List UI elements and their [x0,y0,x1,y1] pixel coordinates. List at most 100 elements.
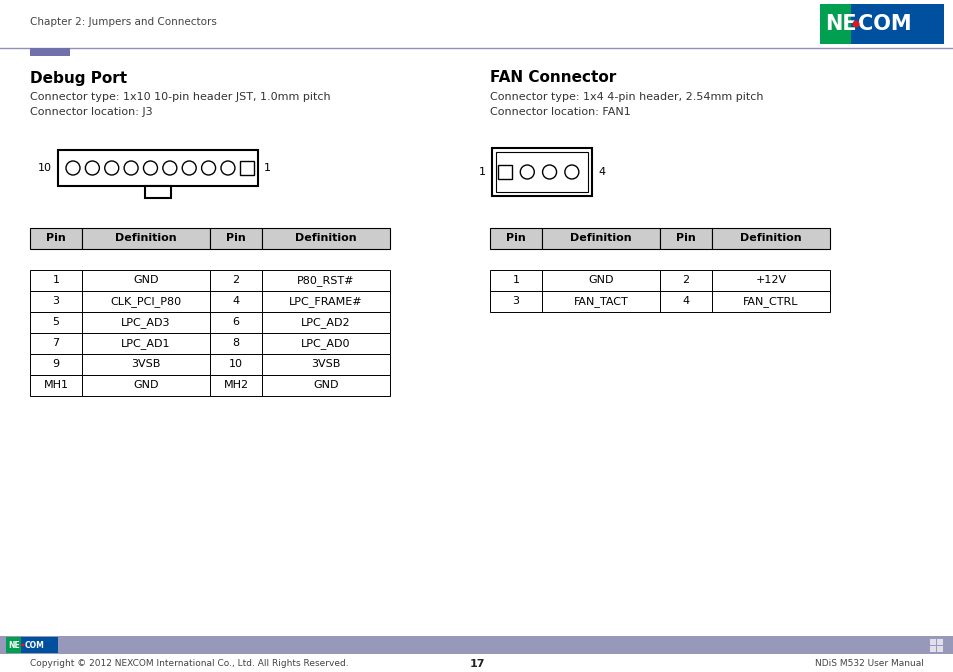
Circle shape [542,165,556,179]
Text: GND: GND [313,380,338,390]
Bar [82,333,210,354]
Circle shape [163,161,176,175]
Text: 4: 4 [681,296,689,306]
Bar [30,312,82,333]
Circle shape [143,161,157,175]
Text: 1: 1 [52,276,59,286]
Bar [82,228,210,249]
Text: 3VSB: 3VSB [311,360,340,370]
Text: MH1: MH1 [44,380,69,390]
Bar [58,150,257,186]
Circle shape [124,161,138,175]
Circle shape [182,161,196,175]
Bar [262,291,390,312]
Bar [6,637,26,653]
Text: Pin: Pin [506,233,525,243]
Text: 3: 3 [52,296,59,306]
Bar [210,333,262,354]
Bar [262,354,390,375]
Text: COM: COM [25,640,45,650]
Text: GND: GND [133,380,158,390]
Text: LPC_AD3: LPC_AD3 [121,317,171,328]
Text: Connector location: J3: Connector location: J3 [30,107,152,117]
Text: LPC_FRAME#: LPC_FRAME# [289,296,362,307]
Text: Pin: Pin [226,233,246,243]
Bar [496,152,587,192]
Bar [541,228,659,249]
Text: 8: 8 [233,339,239,349]
Text: LPC_AD0: LPC_AD0 [301,338,351,349]
Bar [262,333,390,354]
Bar [659,291,711,312]
Text: P80_RST#: P80_RST# [297,275,355,286]
Bar [541,291,659,312]
Bar [711,228,829,249]
Text: 5: 5 [52,317,59,327]
Text: COM: COM [857,14,911,34]
Bar [490,291,541,312]
Bar [30,48,70,56]
Bar [262,312,390,333]
Text: 2: 2 [681,276,689,286]
Text: Definition: Definition [115,233,176,243]
Bar [659,228,711,249]
Bar [210,375,262,396]
Text: 7: 7 [52,339,59,349]
Text: +12V: +12V [755,276,785,286]
Bar [82,270,210,291]
Text: 2: 2 [233,276,239,286]
Text: 1: 1 [478,167,485,177]
Text: MH2: MH2 [223,380,249,390]
Bar [0,636,953,654]
Bar [850,4,943,44]
Bar [82,375,210,396]
Bar [262,375,390,396]
Text: FAN Connector: FAN Connector [490,71,616,85]
Bar [82,354,210,375]
Bar [936,646,942,652]
Bar [936,639,942,645]
Text: Definition: Definition [740,233,801,243]
Text: LPC_AD2: LPC_AD2 [301,317,351,328]
Bar [490,270,541,291]
Bar [210,291,262,312]
Bar [210,312,262,333]
Circle shape [21,644,24,646]
Text: 4: 4 [598,167,604,177]
Bar [240,161,254,175]
Text: 3VSB: 3VSB [132,360,160,370]
Bar [492,148,592,196]
Text: Connector type: 1x4 4-pin header, 2.54mm pitch: Connector type: 1x4 4-pin header, 2.54mm… [490,92,762,102]
Bar [711,291,829,312]
Bar [820,4,860,44]
Text: FAN_CTRL: FAN_CTRL [742,296,798,307]
Circle shape [105,161,118,175]
Text: 1: 1 [512,276,519,286]
Text: 10: 10 [38,163,52,173]
Text: NDiS M532 User Manual: NDiS M532 User Manual [814,659,923,669]
Bar [711,270,829,291]
Text: 1: 1 [264,163,271,173]
Circle shape [85,161,99,175]
Circle shape [66,161,80,175]
Circle shape [221,161,234,175]
Text: NE: NE [8,640,20,650]
Text: FAN_TACT: FAN_TACT [573,296,628,307]
Circle shape [852,21,859,28]
Bar [490,228,541,249]
Bar [210,354,262,375]
Bar [262,228,390,249]
Bar [30,270,82,291]
Text: Pin: Pin [46,233,66,243]
Text: Copyright © 2012 NEXCOM International Co., Ltd. All Rights Reserved.: Copyright © 2012 NEXCOM International Co… [30,659,348,669]
Bar [929,639,935,645]
Text: Pin: Pin [676,233,695,243]
Bar [659,270,711,291]
Text: Definition: Definition [294,233,356,243]
Bar [497,165,512,179]
Text: LPC_AD1: LPC_AD1 [121,338,171,349]
Bar [30,333,82,354]
Bar [541,270,659,291]
Bar [30,228,82,249]
Bar [21,637,58,653]
